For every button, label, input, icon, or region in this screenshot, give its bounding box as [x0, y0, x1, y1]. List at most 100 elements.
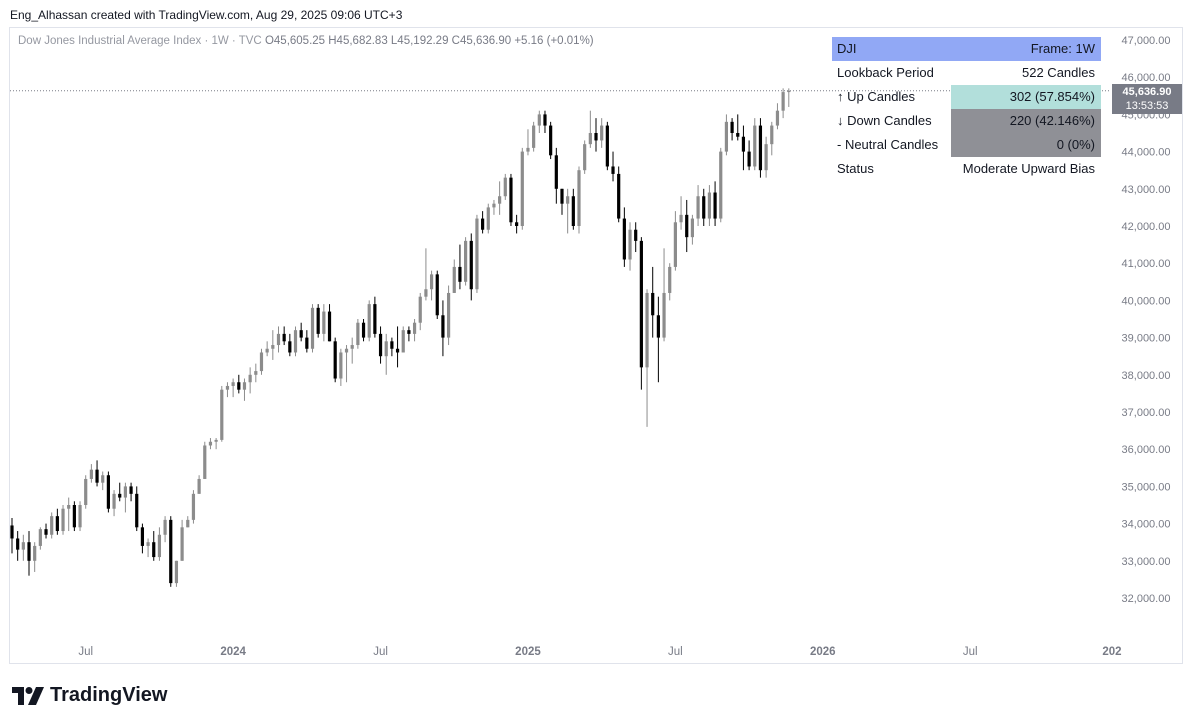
candle-body [549, 125, 553, 156]
candle [350, 337, 354, 364]
candle-body [395, 348, 400, 353]
candle [237, 374, 241, 394]
candle-body [537, 114, 541, 126]
candle [673, 211, 677, 271]
candle-body [753, 125, 757, 167]
candle [180, 519, 184, 561]
candle-body [242, 382, 247, 390]
candle-body [758, 125, 763, 171]
candle-body [611, 166, 615, 174]
candle-body [237, 382, 241, 390]
candle [242, 378, 247, 401]
candle [72, 501, 76, 532]
candle-body [707, 192, 712, 219]
candle-body [282, 333, 286, 342]
candle-body [679, 214, 683, 223]
candle [412, 319, 417, 342]
candle-body [407, 330, 411, 334]
candle [191, 490, 196, 524]
candle-body [276, 333, 281, 346]
candle [685, 199, 689, 253]
candle [724, 114, 729, 156]
candle-body [231, 382, 235, 386]
candle-body [532, 125, 536, 148]
candle-body [106, 475, 110, 509]
candle [33, 542, 37, 572]
candle-body [673, 222, 677, 267]
tradingview-logo-icon [12, 686, 44, 705]
candle-body [662, 292, 666, 338]
candle [775, 103, 780, 130]
y-tick-label: 46,000.00 [1122, 72, 1171, 84]
candle-body [566, 196, 570, 204]
table-row: - Neutral Candles 0 (0%) [832, 133, 1101, 157]
candle [730, 118, 734, 141]
candle [407, 326, 411, 342]
candle-body [322, 311, 326, 334]
candle-body [95, 469, 99, 483]
candle-body [770, 125, 774, 145]
candle-body [67, 505, 71, 509]
table-symbol: DJI [832, 37, 951, 61]
candle [10, 518, 14, 554]
x-tick-label: Jul [373, 646, 388, 658]
candle [135, 486, 139, 532]
legend-change: +5.16 (+0.01%) [514, 35, 594, 47]
candle-body [685, 214, 689, 238]
candle-body [787, 90, 791, 93]
candle-body [333, 341, 337, 379]
candle [424, 248, 428, 301]
candle [169, 516, 173, 587]
candle-body [327, 311, 332, 342]
candle-body [203, 445, 207, 479]
candle-body [412, 322, 417, 334]
candle-body [378, 333, 383, 357]
candle [469, 233, 473, 301]
candle [492, 199, 496, 215]
candle [288, 333, 292, 357]
candle [112, 490, 116, 517]
candle-body [651, 292, 655, 316]
table-row: ↑ Up Candles 302 (57.854%) [832, 85, 1101, 109]
x-tick-label: 2026 [810, 646, 836, 658]
candle [702, 188, 706, 226]
candle [458, 244, 462, 290]
candle-body [464, 240, 468, 282]
tradingview-logo[interactable]: TradingView [12, 684, 167, 707]
x-tick-label: 202 [1102, 646, 1121, 658]
candle [265, 341, 269, 357]
candle-body [33, 545, 37, 561]
candle [44, 523, 48, 539]
candle-body [384, 341, 388, 357]
candle [549, 121, 553, 160]
candle-body [481, 218, 485, 230]
candle-body [118, 493, 122, 498]
candle [446, 285, 451, 346]
x-tick-label: Jul [78, 646, 93, 658]
candle [747, 140, 751, 171]
candle-body [180, 527, 184, 561]
candle [594, 118, 598, 152]
table-row: Lookback Period 522 Candles [832, 61, 1101, 85]
candle-stats-table: DJI Frame: 1W Lookback Period 522 Candle… [832, 37, 1101, 181]
candle-body [588, 133, 592, 145]
candle [764, 136, 768, 178]
candle-body [543, 114, 547, 126]
candle [719, 147, 723, 223]
candle [707, 185, 712, 226]
candle [248, 367, 252, 394]
candle-body [583, 144, 587, 171]
candle-body [50, 516, 54, 535]
candle [21, 534, 25, 561]
candle [741, 125, 746, 171]
candle [588, 110, 592, 148]
candle-body [764, 144, 768, 171]
candle-body [169, 519, 173, 584]
candle [651, 266, 655, 338]
candle-body [356, 322, 360, 346]
candle-body [475, 218, 479, 290]
candle-body [628, 229, 632, 260]
candle-body [390, 341, 394, 349]
row-value: 220 (42.146%) [951, 109, 1101, 133]
